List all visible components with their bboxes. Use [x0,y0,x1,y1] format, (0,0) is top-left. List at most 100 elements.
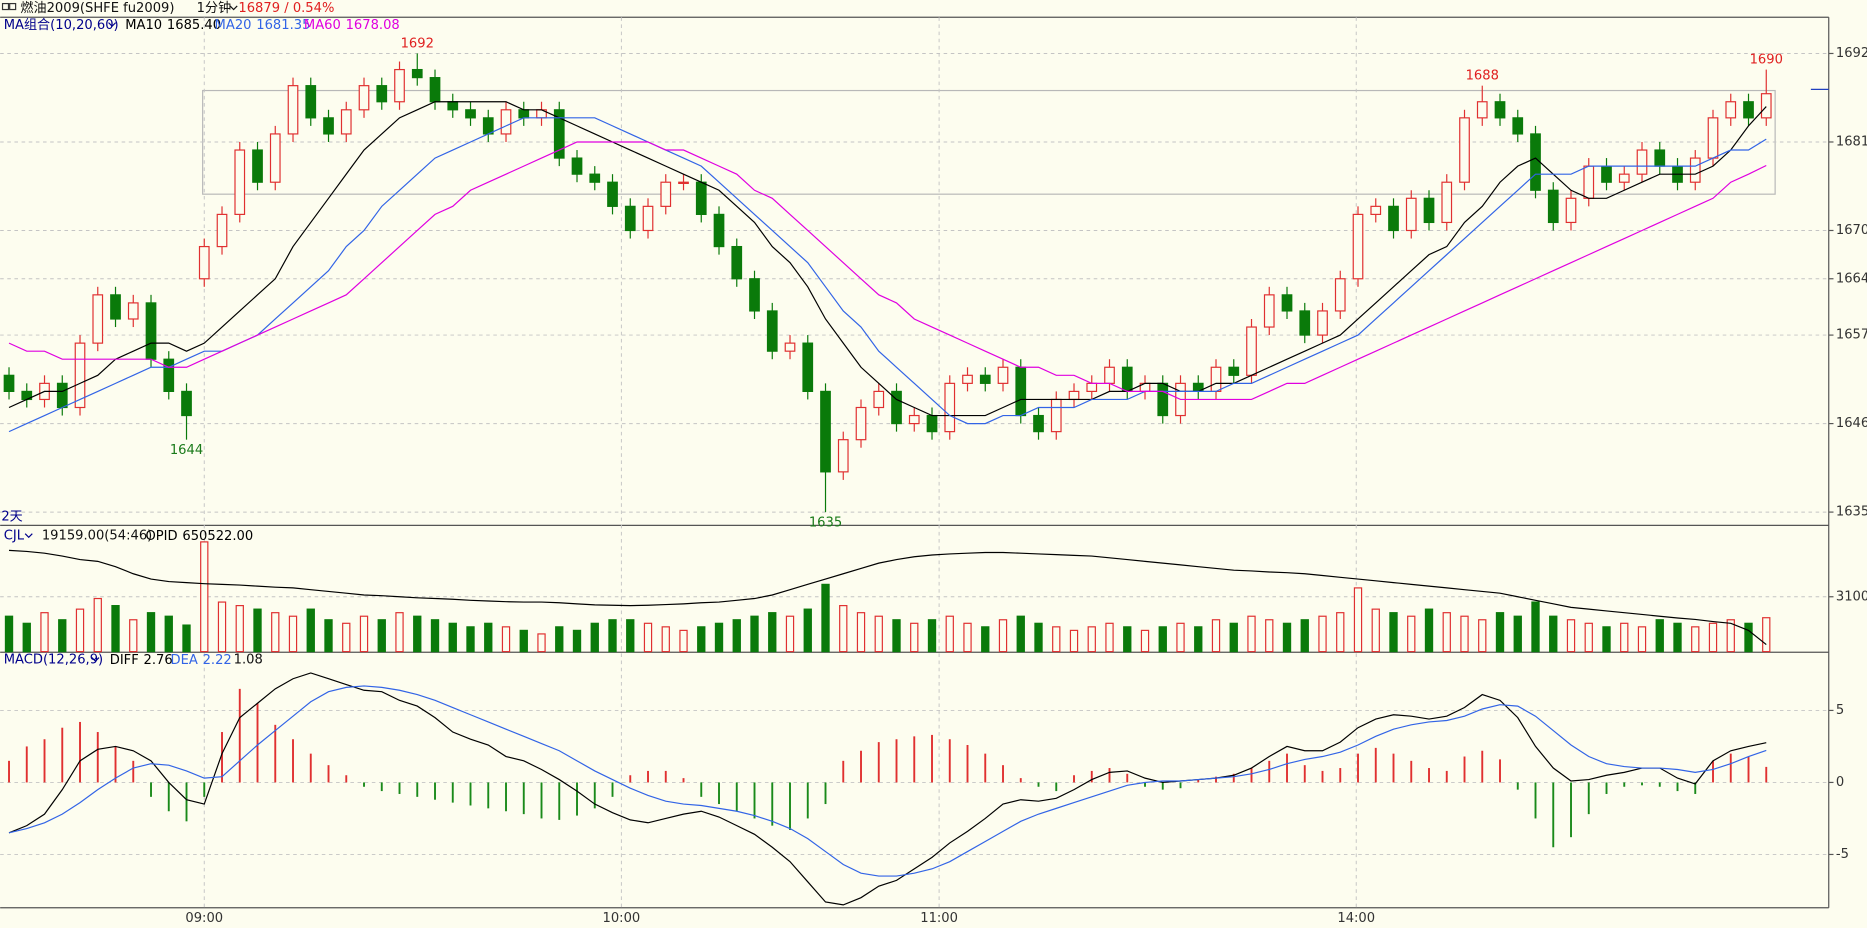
volume-bar [1655,619,1664,653]
candle-body [1068,390,1080,401]
volume-bar [1637,626,1647,653]
volume-bar [324,619,333,653]
candle-body [1512,117,1524,135]
chevron[interactable] [24,533,33,539]
x-tick-label: 09:00 [185,911,223,926]
candle-body [891,390,902,425]
candle-body [1033,414,1044,433]
candle-body [713,213,725,248]
volume-bar [1460,615,1469,653]
candle-body [1618,173,1630,183]
volume-bar [1158,626,1167,653]
legend-name: DIFF [110,652,139,667]
ma-line [8,117,1767,433]
chevron[interactable] [229,5,238,11]
extreme-label: 1688 [1466,69,1499,84]
y-tick-label: 0 [1836,775,1844,790]
macd-line [8,685,1767,877]
candle-body [908,414,920,425]
candle-body [1246,326,1257,376]
symbol[interactable]: 燃油2009(SHFE fu2009) [20,0,174,16]
candle-body [163,358,175,392]
macd-title[interactable]: MACD(12,26,9) [4,652,103,667]
volume-bar [1531,601,1540,653]
candle-body [1423,197,1435,224]
range-label: 2天 [1,510,22,525]
volume-bar [1140,629,1150,653]
volume-bar [1602,626,1611,653]
candle-body [749,278,760,312]
volume-bar [1478,619,1487,653]
y-tick-label: 1646 [1836,416,1867,431]
volume-bar [4,615,14,653]
volume-bar [714,622,724,653]
candle-body [553,109,565,159]
candle-body [429,77,441,103]
legend-name: MA60 [304,18,341,33]
candle-body [642,205,654,232]
volume-bar [413,615,422,653]
chevron[interactable] [108,22,117,28]
volume-bar [377,619,386,653]
volume-bar [395,612,404,653]
legend: MA组合(10,20,60) [4,17,119,33]
candle-body [1352,213,1364,280]
volume-bar [981,626,990,653]
volume-bar [1300,619,1309,653]
y-tick-label: 1670 [1836,223,1867,238]
x-tick-label: 10:00 [603,911,641,926]
candle-body [1050,398,1062,433]
legend-item: MA60 1678.08 [304,18,400,33]
candle-body [1441,181,1453,224]
candle-body [820,390,831,473]
period[interactable]: 1分钟 [197,0,232,16]
volume-bar [200,541,209,653]
volume-bar [643,622,653,653]
candle-body [1725,101,1737,119]
candle-body [1760,93,1772,119]
x-tick-label: 14:00 [1337,911,1375,926]
volume-title[interactable]: CJL [4,529,25,544]
candle-body [695,181,707,215]
chevron[interactable] [91,657,100,662]
candle-body [1086,382,1098,392]
legend-name: MA20 [215,18,252,33]
candle-body [1263,294,1275,328]
volume-bar [1708,622,1718,653]
volume-bar [1691,626,1700,653]
legend-title[interactable]: MA组合(10,20,60) [4,17,119,33]
volume-bar [821,583,830,653]
volume-bar [235,605,244,653]
volume-bar [182,624,191,653]
candle-body [784,342,796,352]
candle-body [216,213,228,248]
volume-bar [146,612,156,653]
candle-body [56,382,68,409]
candle-body [305,85,317,119]
volume-bar [1194,626,1203,653]
extreme-label: 1644 [170,443,203,458]
volume-bar [839,605,848,653]
last-price: 1687 [238,1,271,16]
volume-bar [1123,626,1132,653]
candle-body [1334,278,1346,312]
candle-body [979,374,991,384]
candle-body [944,382,956,433]
legend-item: MA10 1685.40 [125,18,221,33]
candle-body [1476,101,1488,119]
oi-line [8,549,1767,646]
marks: 1692 1644 1635 1688 1690 [3,36,1783,906]
extreme-label: 1692 [401,36,434,51]
volume-bar [1087,626,1096,653]
y-tick-label: 1692 [1836,46,1867,61]
volume-bar [785,615,795,653]
volume-bar [945,615,954,653]
candle-body [358,85,370,111]
volume-bar [501,626,511,653]
candle-body [145,302,157,360]
candle-body [1494,101,1506,119]
volume-bar [484,622,493,653]
y-tick-label: 1657 [1836,328,1867,343]
candle-body [855,406,867,441]
